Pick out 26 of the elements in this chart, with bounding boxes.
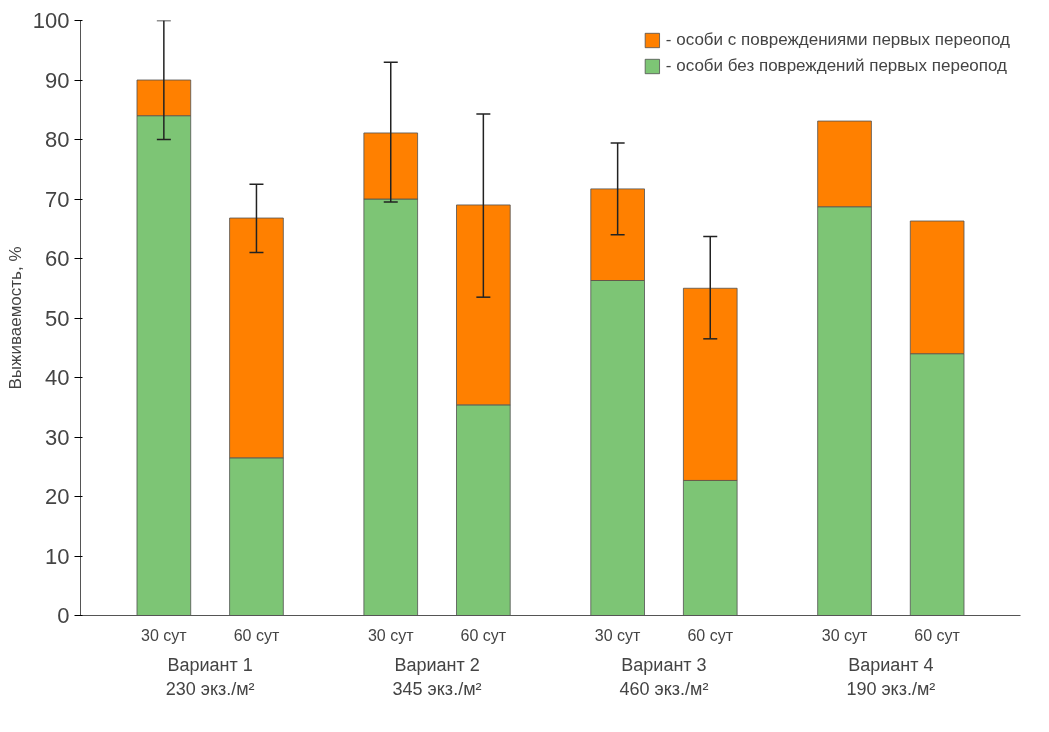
- y-axis-title: Выживаемость, %: [5, 246, 25, 390]
- y-tick-label: 40: [45, 365, 70, 390]
- x-tick-label: 30 сут: [141, 626, 188, 644]
- y-tick-label: 30: [45, 424, 70, 450]
- text: Вариант 4 190 экз./м²: [846, 654, 936, 699]
- x-tick-label: 30 сут: [821, 626, 868, 644]
- x-tick-label: 60 сут: [687, 626, 734, 644]
- x-tick-label: 60 сут: [233, 626, 280, 644]
- y-tick-label: 100: [32, 8, 70, 33]
- x-tick-label: 60 сут: [914, 626, 961, 644]
- y-tick-label: 60: [45, 246, 70, 271]
- y-tick-label: 0: [57, 603, 70, 628]
- y-tick-label: 20: [45, 484, 70, 509]
- text: Вариант 2 345 экз./м²: [392, 654, 482, 699]
- text: Вариант 3 460 экз./м²: [619, 654, 709, 699]
- y-tick-label: 70: [45, 186, 70, 212]
- x-tick-label: 30 сут: [594, 626, 642, 644]
- text: Вариант 1 230 экз./м²: [165, 654, 255, 699]
- y-tick-label: 90: [45, 67, 70, 93]
- y-tick-label: 10: [45, 543, 70, 569]
- legend-label: - особи без повреждений первых переопод: [665, 56, 1008, 76]
- legend-label: - особи с повреждениями первых переопод: [665, 30, 1010, 50]
- y-tick-label: 50: [45, 305, 70, 331]
- y-tick-label: 80: [45, 127, 70, 152]
- x-tick-label: 60 сут: [460, 626, 507, 644]
- x-tick-label: 30 сут: [367, 626, 415, 644]
